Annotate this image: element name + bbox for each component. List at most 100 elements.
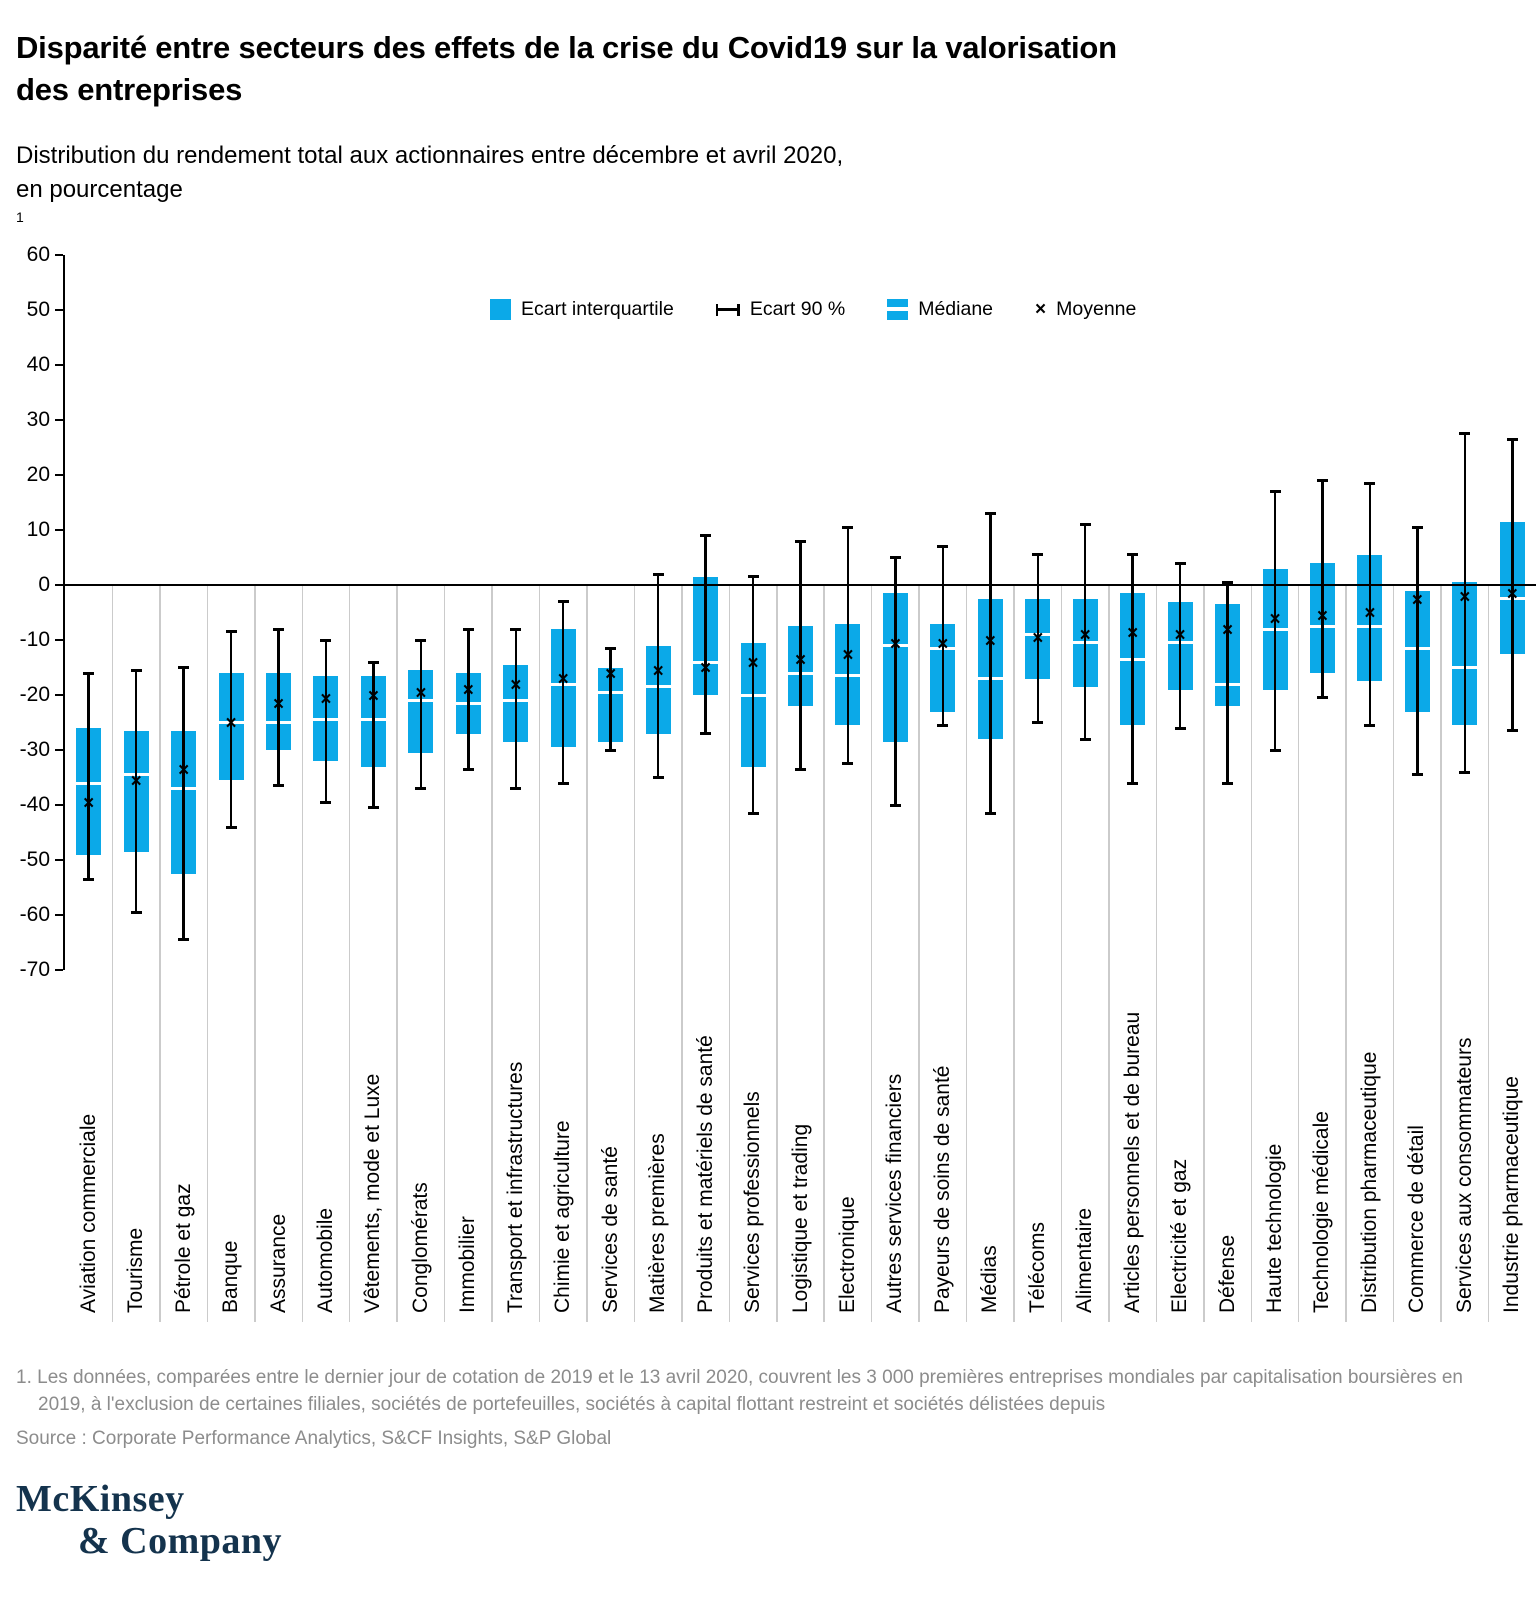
x-axis-category-label: Immobilier [456,1216,480,1313]
whisker-line [229,631,233,827]
x-axis-category-label: Banque [219,1240,243,1313]
category-gridline [254,586,256,1322]
y-axis-tick [55,364,63,366]
y-axis-tick [55,694,63,696]
category-gridline [1297,586,1300,1322]
whisker-line [1083,524,1087,739]
chart-subtitle-unit: en pourcentage [16,176,183,203]
logo-line2: & Company [78,1520,283,1562]
x-axis-category-label: Commerce de détail [1405,1125,1429,1313]
whisker-cap-bottom [605,748,617,752]
whisker-cap-bottom [1364,723,1376,727]
whisker-cap-bottom [225,825,237,829]
x-axis-category-label: Articles personnels et de bureau [1120,1011,1144,1313]
logo-line1: McKinsey [16,1478,185,1520]
x-axis-category-label: Technologie médicale [1310,1111,1334,1313]
y-axis-tick [55,474,63,476]
whisker-cap-top [1222,580,1234,584]
x-axis-category-label: Assurance [266,1213,290,1313]
whisker-line [1273,491,1277,750]
legend-label-range90: Ecart 90 % [749,298,846,320]
x-axis-category-label: Aviation commerciale [76,1113,100,1313]
category-gridline [206,586,209,1322]
mean-x-marker: × [1364,603,1376,625]
median-swatch-icon [887,299,909,320]
interquartile-swatch-icon [490,299,511,320]
whisker-line [1131,554,1134,783]
whisker-line [277,629,280,786]
whisker-line [846,527,850,764]
whisker-line [989,513,992,814]
mean-x-marker: × [700,658,712,680]
median-swatch-white-line [887,307,909,311]
mean-x-marker: × [178,760,190,781]
whisker-cap-top [1364,481,1376,485]
category-gridline [965,586,968,1322]
y-axis-tick-label: -70 [19,958,50,981]
category-gridline [870,586,873,1322]
mean-x-marker: × [557,669,569,691]
whisker-line [419,640,423,789]
category-gridline [776,586,778,1322]
category-gridline [823,586,825,1322]
whisker-line [561,601,565,783]
mean-x-marker: × [1174,625,1186,647]
y-axis-tick-label: -40 [19,793,50,816]
x-axis-category-label: Distribution pharmaceutique [1357,1051,1381,1313]
whisker-cap-bottom [557,781,569,785]
footnote-reference-sup: 1 [16,209,24,225]
whisker-cap-top [225,630,237,634]
whisker-line [704,535,707,734]
whisker-cap-top [652,572,664,576]
mean-x-marker: × [937,633,949,655]
y-axis-tick-label: 0 [38,573,50,596]
y-axis-tick [55,254,63,256]
whisker-cap-top [1079,523,1091,526]
category-gridline [348,586,351,1322]
mean-x-marker: × [1222,619,1234,641]
mean-x-icon: × [1035,298,1047,320]
mean-x-marker: × [1459,586,1471,608]
mean-x-marker: × [130,771,142,792]
zero-baseline [65,584,1536,586]
whisker-cap-top [605,646,617,650]
y-axis-tick-label: -30 [19,738,50,761]
mean-x-marker: × [652,661,664,682]
mean-x-marker: × [1032,628,1044,649]
category-gridline [159,586,161,1322]
y-axis-tick [55,804,63,806]
footnote-text: Les données, comparées entre le dernier … [37,1367,1463,1415]
x-axis-category-label: Automobile [313,1207,337,1313]
whisker-cap-bottom [889,803,901,807]
y-axis-tick-label: -60 [19,903,50,926]
whisker-line [514,629,518,789]
y-axis-tick-label: 10 [26,518,50,541]
legend-item-interquartile: Ecart interquartile [490,298,674,321]
whisker-cap-bottom [652,776,664,779]
x-axis-category-label: Electronique [835,1196,859,1313]
whisker-cap-bottom [984,811,996,815]
category-gridline [1155,586,1158,1322]
whisker-cap-bottom [1411,773,1423,777]
category-gridline [111,586,114,1322]
mean-x-marker: × [462,680,474,702]
whisker-cap-top [700,534,712,537]
x-axis-category-label: Transport et infrastructures [503,1061,527,1313]
footnote: 1. Les données, comparées entre le derni… [16,1364,1503,1418]
x-axis-category-label: Matières premières [646,1133,670,1313]
mean-x-marker: × [510,674,522,696]
whisker-line [1321,480,1324,698]
mean-x-marker: × [1411,589,1423,611]
whisker-cap-top [937,545,949,548]
mean-x-marker: × [367,685,379,707]
whisker-cap-top [1316,479,1328,482]
category-gridline [491,586,493,1322]
category-gridline [633,586,636,1322]
whisker-cap-top [1127,553,1139,557]
whisker-cap-top [1459,432,1471,436]
whisker-cap-top [1174,561,1186,565]
y-axis-tick [55,584,63,586]
whisker-line [324,640,328,803]
x-axis-category-label: Electricité et gaz [1168,1158,1192,1313]
x-axis-category-label: Produits et matériels de santé [693,1035,717,1313]
